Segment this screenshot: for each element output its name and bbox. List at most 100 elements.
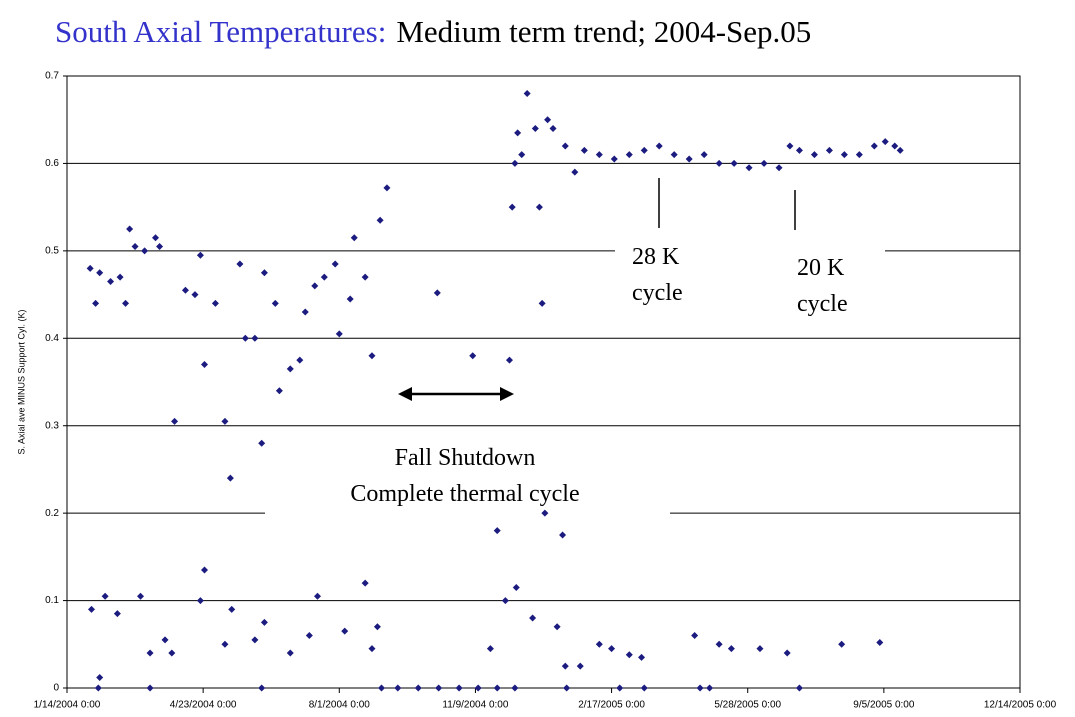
- data-point: [455, 684, 463, 692]
- data-point: [881, 138, 889, 146]
- y-axis-label: S. Axial ave MINUS Support Cyl. (K): [16, 309, 26, 454]
- x-tick-label: 2/17/2005 0:00: [578, 700, 645, 711]
- data-point: [201, 361, 209, 369]
- data-point: [595, 151, 603, 159]
- data-point: [433, 289, 441, 297]
- data-point: [501, 597, 509, 605]
- data-point: [571, 168, 579, 176]
- data-point: [260, 269, 268, 277]
- data-point: [126, 225, 134, 233]
- y-tick-label: 0.4: [45, 333, 59, 344]
- annotation: 20 K: [797, 255, 845, 281]
- data-point: [511, 684, 519, 692]
- data-point: [745, 164, 753, 172]
- x-tick-label: 1/14/2004 0:00: [34, 700, 101, 711]
- y-tick-label: 0.5: [45, 245, 59, 256]
- data-point: [258, 439, 266, 447]
- data-point: [161, 636, 169, 644]
- data-point: [625, 651, 633, 659]
- data-point: [474, 684, 482, 692]
- data-point: [211, 299, 219, 307]
- x-tick-label: 4/23/2004 0:00: [170, 700, 237, 711]
- data-point: [228, 605, 236, 613]
- annotation: Complete thermal cycle: [350, 481, 579, 507]
- data-point: [305, 632, 313, 640]
- data-point: [350, 234, 358, 242]
- data-point: [146, 684, 154, 692]
- data-point: [691, 632, 699, 640]
- data-point: [531, 124, 539, 132]
- chart-title-line: South Axial Temperatures: Medium term tre…: [55, 14, 811, 49]
- data-point: [96, 269, 104, 277]
- chart-subtitle: Medium term trend; 2004-Sep.05: [396, 14, 811, 49]
- annotation-background: [615, 238, 760, 318]
- data-point: [685, 155, 693, 163]
- arrow-head: [500, 387, 514, 401]
- data-point: [88, 605, 96, 613]
- x-tick-label: 9/5/2005 0:00: [853, 700, 915, 711]
- data-point: [825, 146, 833, 154]
- annotation-background: [760, 238, 885, 328]
- y-tick-label: 0.1: [45, 595, 59, 606]
- data-point: [775, 164, 783, 172]
- data-point: [141, 247, 149, 255]
- data-point: [580, 146, 588, 154]
- data-point: [96, 674, 104, 682]
- data-point: [561, 662, 569, 670]
- data-point: [505, 356, 513, 364]
- data-point: [331, 260, 339, 268]
- data-point: [696, 684, 704, 692]
- data-point: [101, 592, 109, 600]
- data-point: [553, 623, 561, 631]
- data-point: [730, 159, 738, 167]
- data-point: [549, 124, 557, 132]
- data-point: [86, 264, 94, 272]
- y-tick-label: 0.7: [45, 71, 59, 82]
- data-point: [756, 645, 764, 653]
- data-point: [896, 146, 904, 154]
- data-point: [251, 334, 259, 342]
- y-tick-label: 0.3: [45, 420, 59, 431]
- data-point: [151, 234, 159, 242]
- data-point: [241, 334, 249, 342]
- data-point: [131, 242, 139, 250]
- data-point: [122, 299, 130, 307]
- data-point: [876, 639, 884, 647]
- data-point: [529, 614, 537, 622]
- annotation: cycle: [632, 280, 683, 306]
- data-point: [346, 295, 354, 303]
- data-point: [538, 299, 546, 307]
- data-point: [320, 273, 328, 281]
- data-point: [795, 146, 803, 154]
- x-tick-label: 12/14/2005 0:00: [984, 700, 1057, 711]
- data-point: [655, 142, 663, 150]
- arrow-head: [398, 387, 412, 401]
- data-point: [373, 623, 381, 631]
- data-point: [94, 684, 102, 692]
- data-point: [361, 273, 369, 281]
- data-point: [383, 184, 391, 192]
- data-point: [221, 640, 229, 648]
- annotation: cycle: [797, 291, 848, 317]
- data-point: [514, 129, 522, 137]
- data-point: [201, 566, 209, 574]
- x-tick-label: 11/9/2004 0:00: [442, 700, 508, 711]
- data-point: [286, 365, 294, 373]
- data-point: [535, 203, 543, 211]
- data-point: [795, 684, 803, 692]
- data-point: [810, 151, 818, 159]
- data-point: [156, 242, 164, 250]
- data-point: [638, 653, 646, 661]
- data-point: [196, 251, 204, 259]
- y-tick-label: 0.6: [45, 158, 59, 169]
- data-point: [608, 645, 616, 653]
- data-point: [561, 142, 569, 150]
- data-point: [137, 592, 145, 600]
- data-point: [512, 583, 520, 591]
- data-point: [168, 649, 176, 657]
- data-point: [394, 684, 402, 692]
- data-point: [361, 579, 369, 587]
- data-point: [783, 649, 791, 657]
- data-point: [838, 640, 846, 648]
